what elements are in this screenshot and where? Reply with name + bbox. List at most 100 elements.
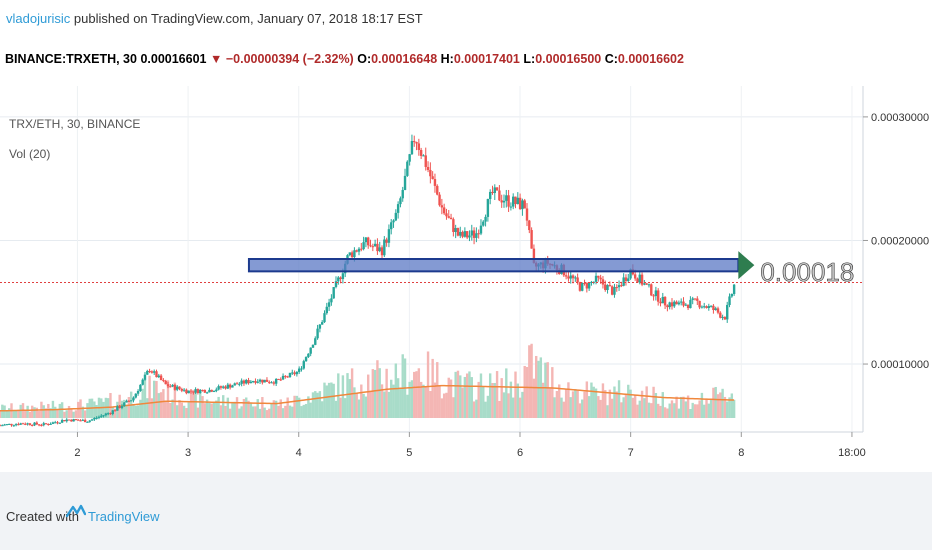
candle-body (732, 284, 736, 295)
candle-body (654, 290, 658, 297)
candle-body (666, 305, 669, 308)
author-link[interactable]: vladojurisic (6, 11, 71, 26)
candle-body (383, 239, 386, 256)
volume-bar (482, 386, 485, 418)
candle-body (357, 248, 361, 252)
candle-body (205, 392, 209, 394)
volume-bars (0, 343, 736, 418)
candle-body (83, 419, 87, 423)
volume-bar (120, 400, 124, 418)
candle-body (152, 371, 156, 373)
tradingview-logo-icon[interactable] (66, 503, 86, 519)
volume-bar (560, 397, 563, 418)
candle-body (385, 239, 388, 243)
time-axis[interactable]: 2 3 4 5 6 7 8 18:00 (74, 432, 866, 459)
annotation-arrow[interactable] (738, 251, 755, 280)
volume-bar (675, 396, 678, 418)
candle-body (199, 389, 202, 394)
candle-body (35, 422, 39, 425)
candle-body (123, 402, 126, 407)
volume-bar (378, 368, 381, 418)
annotation-box[interactable] (247, 258, 740, 273)
candle-body (698, 300, 701, 308)
candle-body (726, 304, 729, 320)
candle-body (578, 282, 582, 291)
volume-bar (113, 408, 117, 418)
candle-body (270, 382, 273, 384)
candle-body (93, 418, 96, 420)
low-value: 0.00016500 (535, 52, 602, 66)
candle-body (693, 298, 697, 300)
candle-body (689, 299, 692, 309)
volume-bar (12, 411, 16, 418)
volume-bar (327, 382, 331, 418)
volume-bar (288, 405, 292, 418)
candle-body (505, 195, 508, 201)
volume-bar (562, 401, 566, 418)
candle-body (610, 286, 614, 295)
candle-body (281, 375, 285, 380)
x-tick-label: 2 (74, 447, 80, 459)
volume-bar (132, 404, 135, 418)
candle-body (90, 419, 94, 421)
volume-bar (714, 386, 717, 418)
volume-bar (426, 351, 430, 418)
candle-body (219, 386, 223, 388)
candle-body (157, 375, 160, 378)
volume-bar (123, 399, 126, 418)
volume-bar (647, 402, 651, 418)
volume-bar (231, 402, 234, 418)
volume-bar (304, 403, 308, 418)
candle-body (42, 423, 45, 426)
volume-bar (401, 354, 404, 418)
volume-bar (72, 411, 75, 418)
candle-body (495, 187, 499, 191)
candle-body (51, 422, 55, 424)
volume-bar (353, 387, 356, 418)
candle-body (433, 179, 437, 186)
candle-body (394, 212, 398, 221)
volume-bar (159, 392, 163, 418)
volume-bar (705, 399, 708, 418)
candle-body (187, 390, 190, 394)
candle-body (104, 413, 108, 416)
volume-bar (169, 402, 172, 418)
volume-bar (233, 401, 236, 418)
volume-bar (93, 401, 96, 418)
volume-bar (511, 397, 515, 418)
candle-body (468, 235, 471, 238)
price-axis[interactable]: 0.00010000 0.00020000 0.00030000 (863, 112, 929, 371)
x-tick-label: 7 (628, 447, 634, 459)
chart-area[interactable]: 0.00018 0.00010000 0.00020000 0.00030000 2… (0, 86, 932, 472)
candle-body (675, 301, 678, 305)
candle-body (33, 422, 36, 426)
chart-svg[interactable]: 0.00018 0.00010000 0.00020000 0.00030000 2… (0, 86, 932, 472)
volume-bar (608, 389, 612, 418)
candle-body (134, 393, 137, 398)
x-tick-label: 18:00 (838, 447, 866, 459)
volume-bar (143, 379, 147, 418)
candle-body (212, 391, 216, 393)
volume-bar (325, 385, 328, 418)
candle-body (295, 371, 299, 375)
candle-body (364, 237, 368, 243)
volume-bar (548, 388, 552, 418)
volume-bar (364, 396, 368, 418)
candle-body (360, 248, 363, 250)
tradingview-brand[interactable]: TradingView (88, 509, 160, 524)
candle-body (378, 247, 381, 252)
volume-bar (521, 391, 524, 418)
volume-bar (410, 380, 414, 418)
candle-body (323, 313, 326, 323)
candle-body (392, 220, 395, 223)
candle-body (40, 425, 43, 427)
volume-bar (300, 406, 303, 418)
volume-bar (81, 406, 85, 418)
volume-bar (164, 400, 167, 418)
candle-body (268, 381, 271, 383)
volume-bar (212, 402, 216, 418)
volume-bar (502, 392, 506, 418)
volume-bar (148, 375, 151, 418)
candle-body (459, 231, 462, 236)
candle-body (438, 194, 441, 206)
